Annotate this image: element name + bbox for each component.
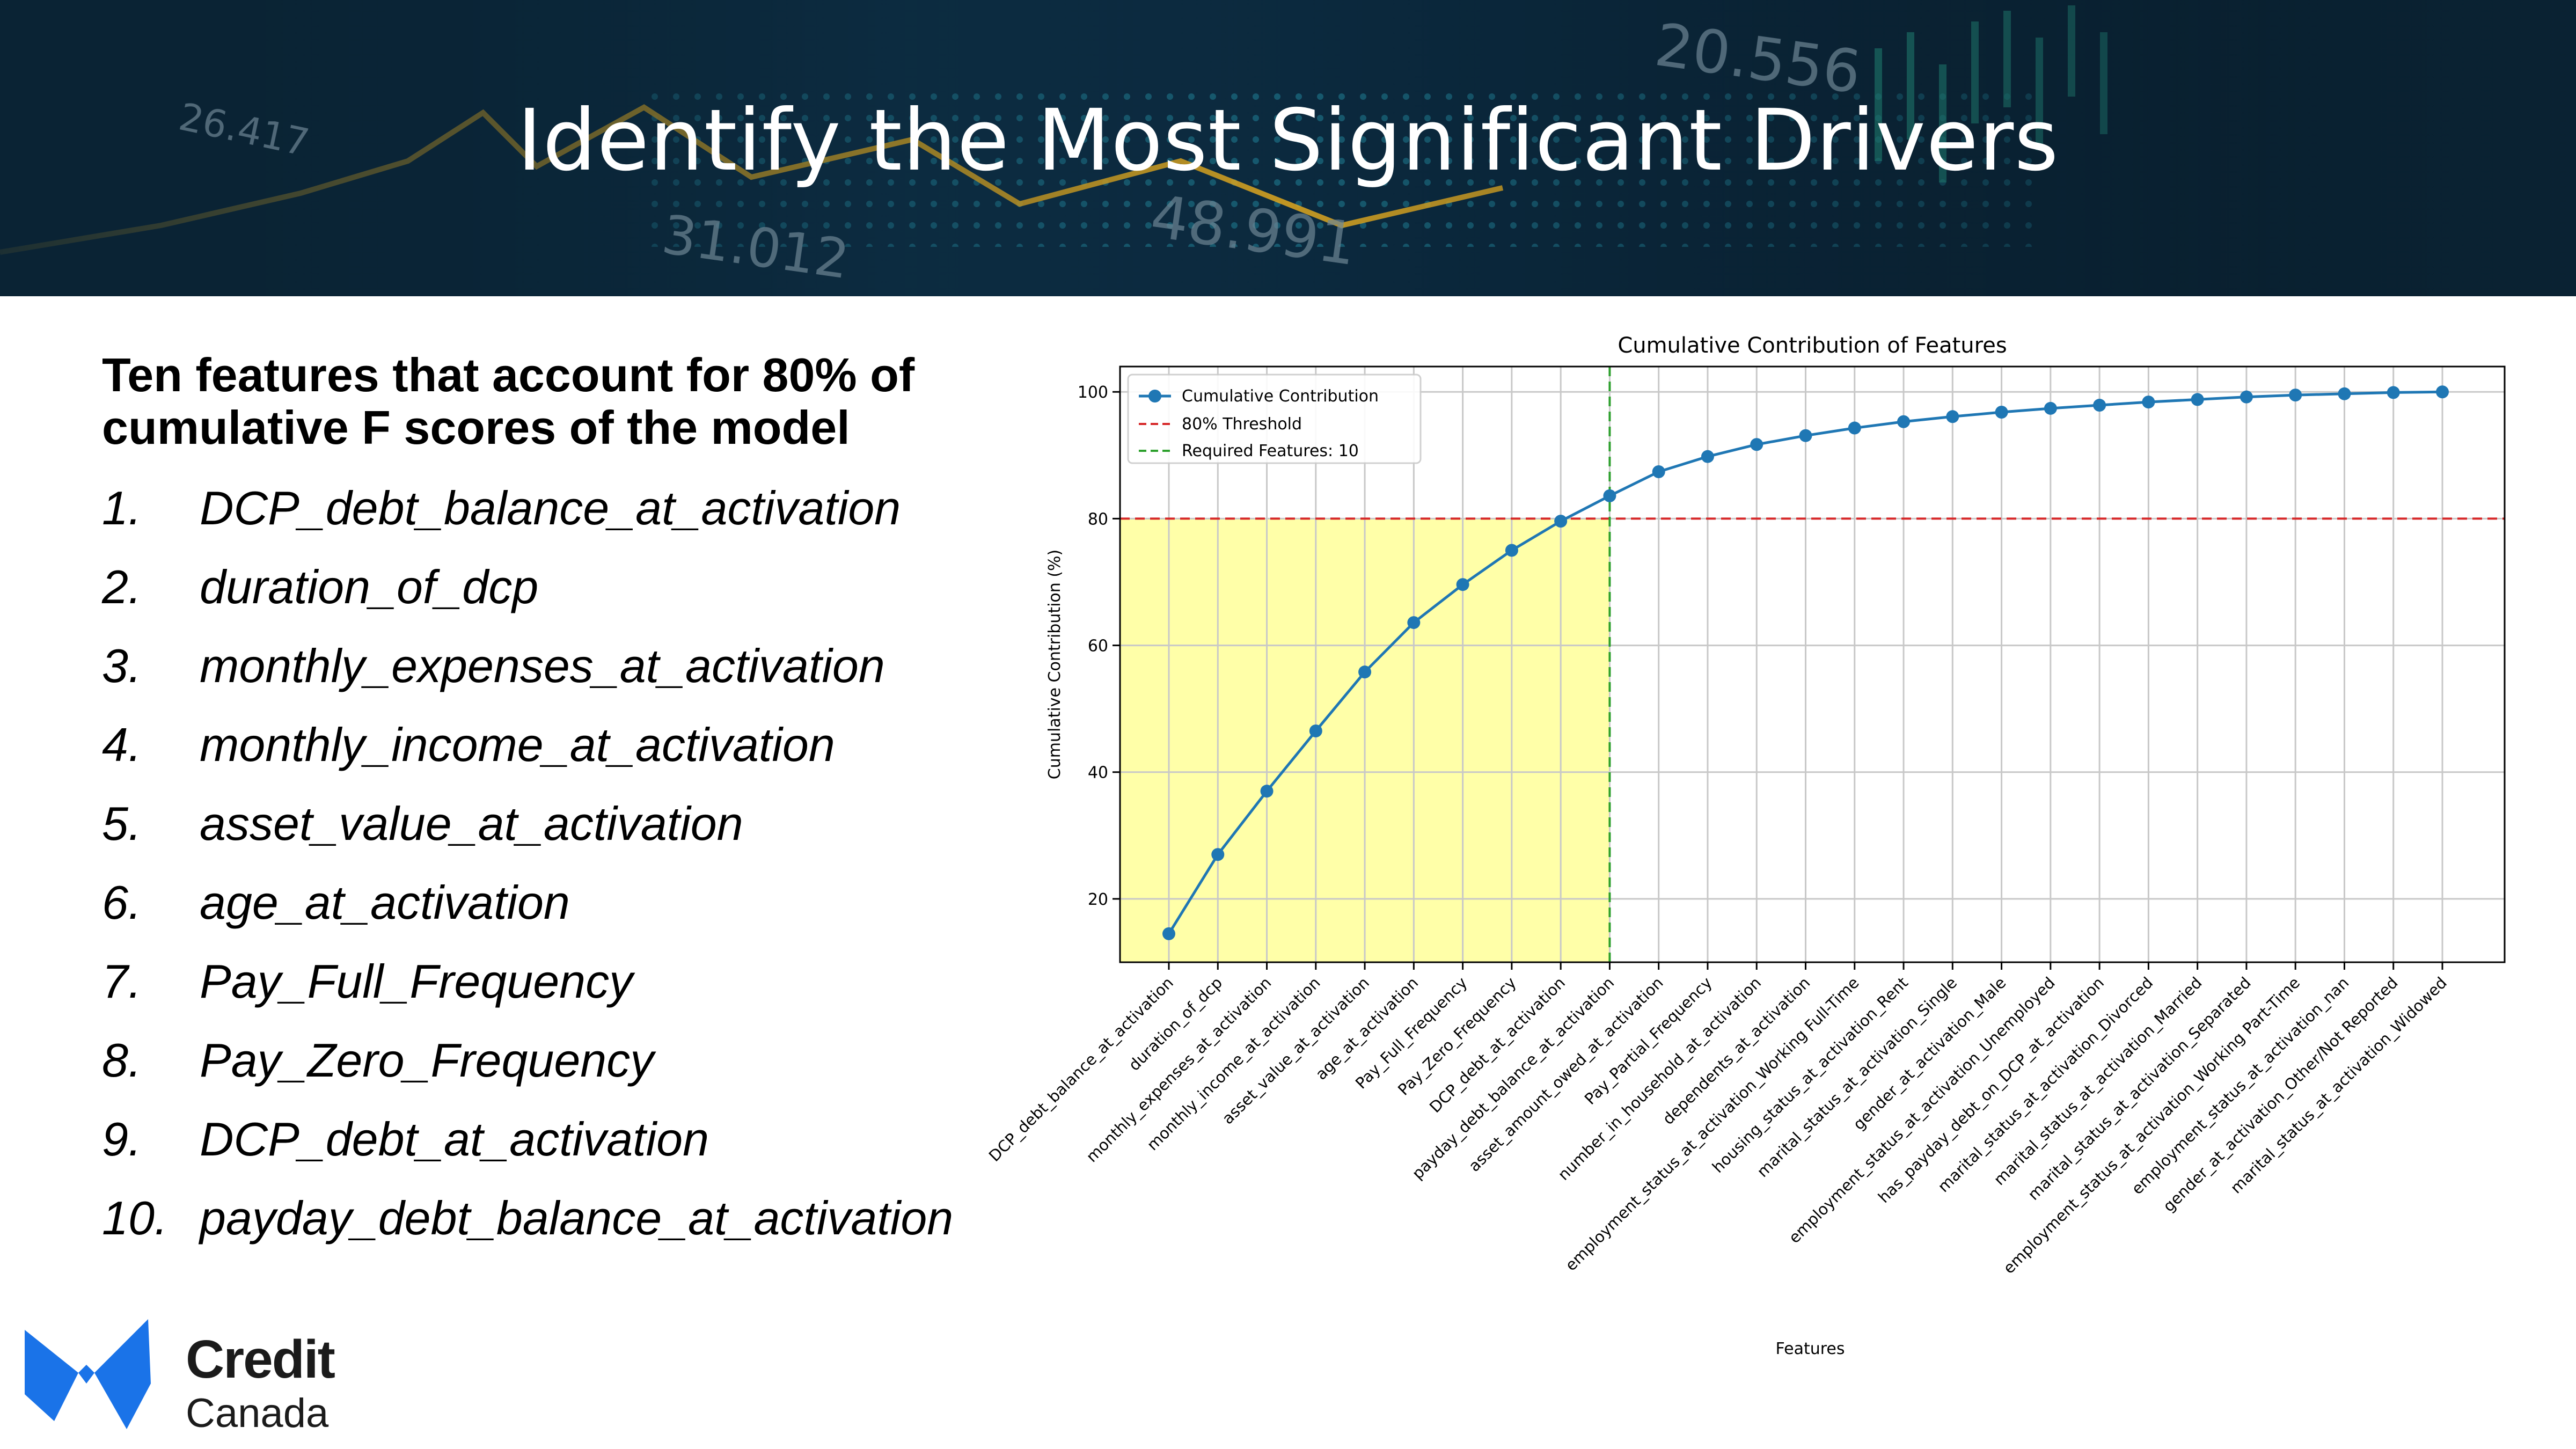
feature-item: 2. duration_of_dcp	[102, 561, 1014, 640]
legend-box	[1127, 374, 1422, 464]
title-banner: 26.417 20.556 31.012 48.991 Identify the…	[0, 0, 2576, 296]
feature-number: 5.	[102, 797, 142, 850]
data-point	[1407, 616, 1421, 630]
data-point	[2191, 393, 2204, 406]
data-point	[1456, 578, 1469, 591]
plot-frame	[1119, 365, 2506, 963]
plot-area: 20406080100DCP_debt_balance_at_activatio…	[985, 365, 2506, 1277]
y-tick-label: 80	[1088, 510, 1108, 529]
data-point	[1603, 489, 1616, 502]
x-tick-label: gender_at_activation_Other/Not Reported	[2160, 974, 2402, 1216]
data-point	[1897, 415, 1911, 428]
data-point	[2338, 387, 2351, 400]
y-tick-label: 20	[1088, 890, 1108, 909]
data-point	[2093, 399, 2106, 412]
chart-title: Cumulative Contribution of Features	[1618, 333, 2007, 358]
feature-item: 10. payday_debt_balance_at_activation	[102, 1192, 1014, 1271]
data-point	[1358, 665, 1372, 679]
feature-name: DCP_debt_balance_at_activation	[200, 481, 901, 535]
x-axis-label: Features	[1776, 1340, 1845, 1358]
data-point	[1554, 515, 1568, 528]
butterfly-icon	[25, 1319, 151, 1429]
feature-name: asset_value_at_activation	[200, 797, 743, 850]
stock-chart-background: 26.417 20.556 31.012 48.991	[0, 0, 2576, 296]
y-tick-label: 60	[1088, 637, 1108, 656]
y-tick-label: 100	[1078, 383, 1108, 402]
legend-label: Required Features: 10	[1182, 442, 1359, 460]
data-point	[2289, 389, 2302, 402]
data-point	[1505, 544, 1518, 557]
credit-canada-logo: Credit Canada	[19, 1314, 395, 1437]
logo-word-canada: Canada	[186, 1391, 329, 1436]
data-point	[1309, 724, 1322, 737]
feature-name: Pay_Full_Frequency	[200, 955, 633, 1008]
legend-swatch-marker	[1148, 390, 1161, 402]
feature-number: 6.	[102, 876, 142, 929]
y-tick-label: 40	[1088, 764, 1108, 782]
feature-number: 8.	[102, 1034, 142, 1087]
feature-item: 9. DCP_debt_at_activation	[102, 1113, 1014, 1192]
feature-list: 1. DCP_debt_balance_at_activation 2. durati…	[102, 482, 1014, 1271]
data-point	[2240, 390, 2253, 404]
slide-title: Identify the Most Significant Drivers	[517, 91, 2059, 190]
feature-item: 8. Pay_Zero_Frequency	[102, 1034, 1014, 1113]
feature-number: 4.	[102, 718, 142, 771]
feature-name: duration_of_dcp	[200, 560, 539, 613]
data-point	[1260, 785, 1274, 798]
feature-item: 5. asset_value_at_activation	[102, 797, 1014, 876]
data-point	[2142, 396, 2155, 409]
cumulative-contribution-chart: Cumulative Contribution of Features 20 40…	[985, 333, 2506, 1358]
data-point	[1750, 438, 1763, 451]
x-tick-label: marital_status_at_activation_Separated	[2024, 974, 2255, 1204]
feature-name: Pay_Zero_Frequency	[200, 1034, 654, 1087]
feature-number: 1.	[102, 481, 142, 535]
feature-number: 2.	[102, 560, 142, 613]
feature-name: payday_debt_balance_at_activation	[200, 1191, 954, 1245]
logo-word-credit: Credit	[186, 1329, 335, 1389]
feature-item: 3. monthly_expenses_at_activation	[102, 640, 1014, 719]
x-tick-label: monthly_expenses_at_activation	[1082, 974, 1275, 1166]
feature-item: 6. age_at_activation	[102, 876, 1014, 955]
data-point	[1995, 406, 2008, 419]
feature-number: 7.	[102, 955, 142, 1008]
feature-number: 3.	[102, 639, 142, 692]
data-point	[2387, 386, 2400, 399]
feature-item: 1. DCP_debt_balance_at_activation	[102, 482, 1014, 561]
feature-name: monthly_income_at_activation	[200, 718, 835, 771]
y-axis-label: Cumulative Contribution (%)	[1045, 550, 1064, 779]
data-point	[1162, 927, 1175, 940]
data-point	[1211, 848, 1225, 861]
data-point	[1799, 429, 1812, 442]
legend-label: 80% Threshold	[1182, 415, 1302, 434]
data-point	[1848, 421, 1861, 435]
x-tick-label: monthly_income_at_activation	[1143, 974, 1323, 1154]
feature-item: 7. Pay_Full_Frequency	[102, 955, 1014, 1034]
feature-name: age_at_activation	[200, 876, 570, 929]
features-heading: Ten features that account for 80% of cum…	[102, 348, 915, 454]
feature-item: 4. monthly_income_at_activation	[102, 719, 1014, 797]
data-point	[2044, 401, 2057, 415]
x-tick-label: duration_of_dcp	[1125, 974, 1226, 1074]
data-point	[2436, 385, 2449, 399]
x-tick-label: has_payday_debt_on_DCP_at_activation	[1875, 974, 2107, 1206]
data-point	[1652, 465, 1665, 479]
legend-label: Cumulative Contribution	[1182, 387, 1379, 406]
feature-name: monthly_expenses_at_activation	[200, 639, 885, 692]
feature-name: DCP_debt_at_activation	[200, 1113, 709, 1166]
data-point	[1701, 450, 1714, 463]
data-point	[1946, 410, 1959, 423]
feature-number: 10.	[102, 1191, 168, 1245]
feature-number: 9.	[102, 1113, 142, 1166]
